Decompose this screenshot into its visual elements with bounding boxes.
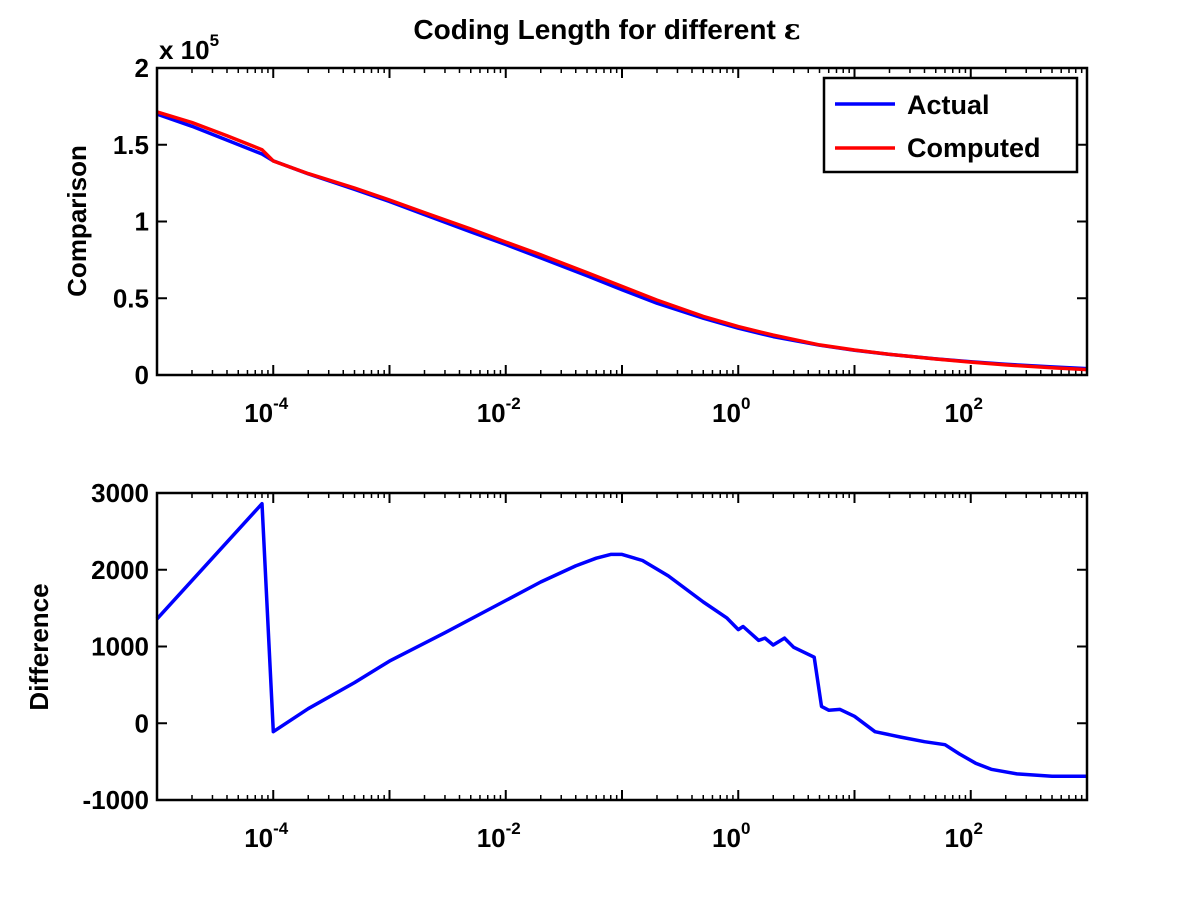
y-tick-label: 1000 — [91, 632, 149, 662]
comparison-plot: x 105 Comparison 10-4 10-2 100 102 0 0.5 1 1.5 2… — [62, 31, 1089, 428]
difference-plot-area — [157, 493, 1087, 800]
y-tick-label: 1 — [135, 207, 149, 237]
y-tick-label: 0 — [135, 708, 149, 738]
difference-series-difference — [155, 501, 1087, 778]
comparison-series-computed — [156, 110, 1088, 372]
x-tick-label: 10-4 — [244, 819, 289, 853]
legend-box — [822, 76, 1079, 174]
y-tick-label: 2000 — [91, 555, 149, 585]
y-tick-label: 0 — [135, 360, 149, 390]
legend: Actual Computed — [822, 76, 1079, 174]
x-tick-label: 100 — [712, 394, 750, 428]
y-tick-label: 3000 — [91, 478, 149, 508]
x-tick-label: 10-2 — [477, 819, 521, 853]
difference-plot: Difference 10-4 10-2 100 102 -1000 0 1000 2000 3… — [24, 478, 1089, 853]
x-tick-label: 102 — [945, 819, 983, 853]
legend-label-actual: Actual — [907, 90, 990, 120]
x-tick-label: 102 — [945, 394, 983, 428]
x-tick-label: 10-4 — [244, 394, 289, 428]
difference-y-axis-label: Difference — [24, 583, 54, 710]
legend-label-computed: Computed — [907, 133, 1040, 163]
comparison-plot-frame — [155, 66, 1089, 377]
y-tick-label: -1000 — [83, 785, 150, 815]
y-multiplier-label: x 105 — [159, 31, 219, 65]
x-tick-label: 100 — [712, 819, 750, 853]
y-tick-label: 2 — [135, 53, 149, 83]
y-tick-label: 1.5 — [113, 130, 149, 160]
x-tick-label: 10-2 — [477, 394, 521, 428]
y-tick-label: 0.5 — [113, 283, 149, 313]
comparison-y-axis-label: Comparison — [62, 145, 92, 297]
chart-title: Coding Length for different ε — [413, 13, 800, 46]
difference-plot-frame — [155, 491, 1089, 802]
